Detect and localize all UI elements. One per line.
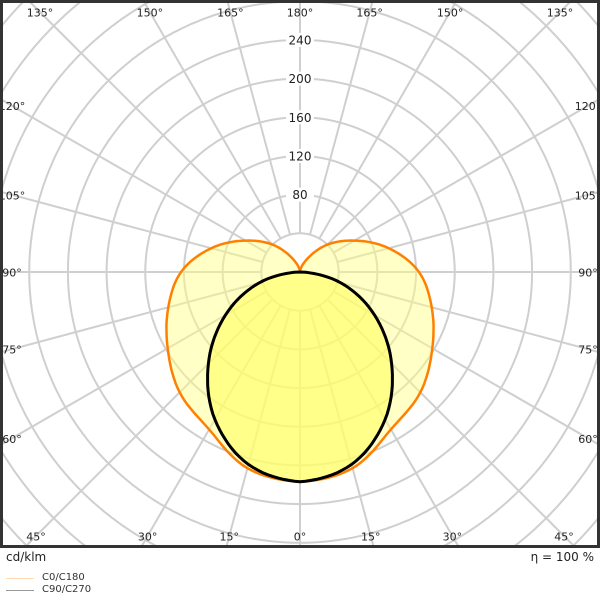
grid-spoke	[142, 0, 282, 240]
angle-label-top: 180°	[287, 7, 314, 20]
angle-label-right: 105°	[575, 189, 600, 202]
plot-frame	[0, 0, 600, 548]
grid-ring	[0, 0, 600, 548]
legend: C0/C180 C90/C270	[6, 572, 91, 596]
radial-tick-label: 80	[292, 188, 307, 202]
angle-label-bottom: 45°	[26, 531, 46, 544]
angle-label-bottom: 15°	[220, 531, 240, 544]
angle-label-bottom: 30°	[138, 531, 158, 544]
angle-label-bottom: 0°	[294, 531, 307, 544]
angle-label-top: 135°	[27, 7, 54, 20]
grid-spoke	[0, 281, 263, 354]
efficiency-label: η = 100 %	[530, 550, 594, 564]
grid-spoke	[0, 290, 268, 447]
angle-label-bottom: 45°	[554, 531, 574, 544]
angle-label-right: 90°	[578, 267, 598, 280]
series-fill-1	[207, 272, 393, 482]
angle-label-left: 75°	[2, 344, 22, 357]
grid-ring	[0, 0, 600, 548]
grid-spoke	[337, 190, 600, 263]
angle-label-left: 105°	[0, 189, 25, 202]
grid-spoke	[332, 290, 600, 447]
grid-spoke	[0, 97, 268, 254]
grid-spoke	[337, 281, 600, 354]
grid-spoke	[0, 190, 263, 263]
angle-label-bottom: 15°	[361, 531, 381, 544]
polar-intensity-chart: 80 120 160 200 240 135° 150° 165° 180° 165° 150° 13…	[0, 0, 600, 548]
radial-tick-bg	[286, 148, 314, 163]
series-line-c90-c270	[206, 270, 394, 484]
angle-label-left: 60°	[2, 433, 22, 446]
angle-label-right: 120°	[575, 100, 600, 113]
angle-label-right: 75°	[578, 344, 598, 357]
grid-spoke	[226, 0, 291, 235]
radial-tick-label: 240	[289, 33, 312, 47]
radial-tick-bg	[286, 187, 314, 202]
legend-label-c90: C90/C270	[42, 584, 92, 595]
angle-label-right: 60°	[578, 433, 598, 446]
radial-tick-bg	[286, 32, 314, 47]
unit-label: cd/klm	[6, 550, 47, 564]
angle-label-top: 150°	[137, 7, 164, 20]
legend-label-c0: C0/C180	[42, 572, 85, 583]
grid-spoke	[27, 0, 274, 246]
angle-label-top: 150°	[437, 7, 464, 20]
radial-tick-label: 120	[289, 149, 312, 163]
radial-tick-label: 200	[289, 72, 312, 86]
radial-tick-label: 160	[289, 111, 312, 125]
legend-item-c0: C0/C180	[6, 572, 91, 584]
legend-swatch-c90	[6, 589, 34, 591]
radial-tick-bg	[286, 71, 314, 86]
grid-spoke	[326, 0, 573, 246]
radial-tick-bg	[286, 110, 314, 125]
angle-label-top: 165°	[217, 7, 244, 20]
curves	[165, 239, 435, 484]
grid-spoke	[318, 0, 458, 240]
legend-item-c90: C90/C270	[6, 584, 91, 596]
angle-label-top: 165°	[356, 7, 383, 20]
grid-ring	[0, 0, 600, 548]
angle-label-left: 90°	[2, 267, 22, 280]
angle-label-left: 120°	[0, 100, 25, 113]
angle-label-top: 135°	[547, 7, 574, 20]
legend-swatch-c0	[6, 577, 34, 579]
grid-spoke	[309, 0, 374, 235]
grid-spoke	[332, 97, 600, 254]
angle-label-bottom: 30°	[443, 531, 463, 544]
axis-labels: 80 120 160 200 240 135° 150° 165° 180° 165° 150° 13…	[0, 7, 600, 544]
